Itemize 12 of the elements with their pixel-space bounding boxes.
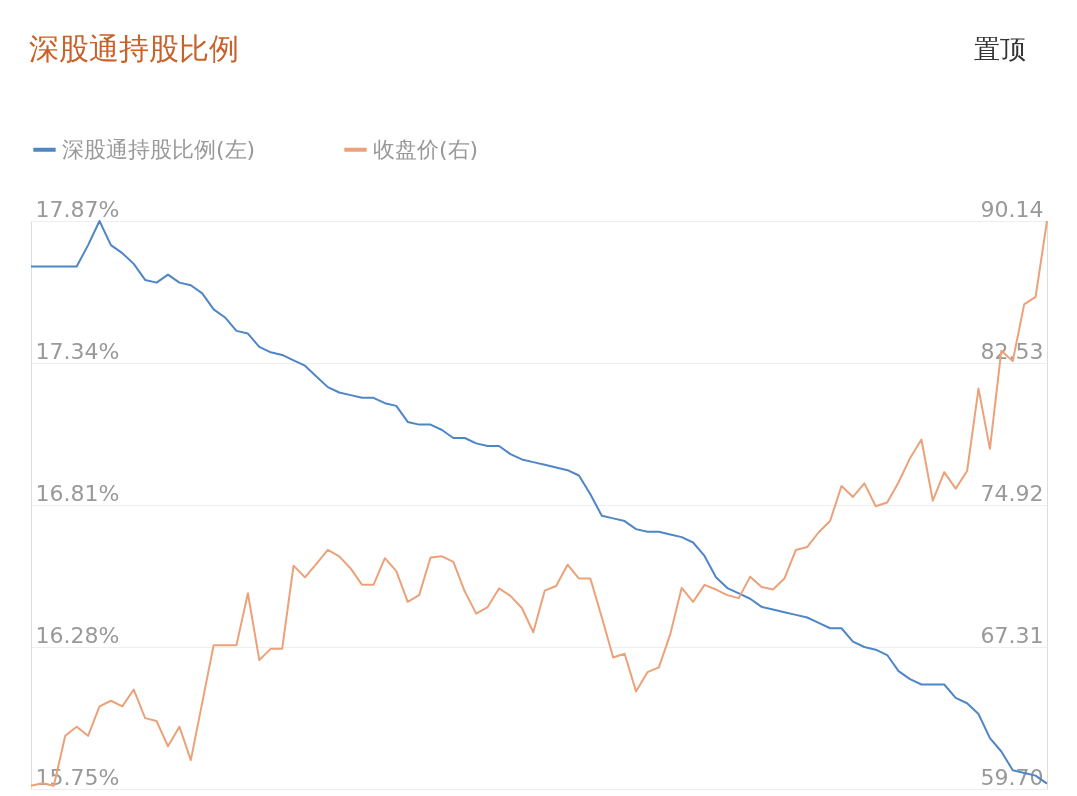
legend-label: 收盘价(右) bbox=[373, 136, 479, 162]
y-tick-label: 17.87% bbox=[35, 196, 120, 222]
y2-tick-label: 59.70 bbox=[980, 764, 1044, 790]
text: 置顶 bbox=[974, 34, 1026, 64]
y2-tick-label: 74.92 bbox=[980, 480, 1044, 506]
y2-tick-label: 67.31 bbox=[980, 622, 1044, 648]
chart-title: 深股通持股比例 bbox=[29, 31, 239, 66]
legend-label: 深股通持股比例(左) bbox=[62, 136, 256, 162]
y-tick-label: 17.34% bbox=[35, 338, 120, 364]
y-tick-label: 16.28% bbox=[35, 622, 120, 648]
y2-tick-label: 90.14 bbox=[980, 196, 1044, 222]
y-tick-label: 16.81% bbox=[35, 480, 120, 506]
